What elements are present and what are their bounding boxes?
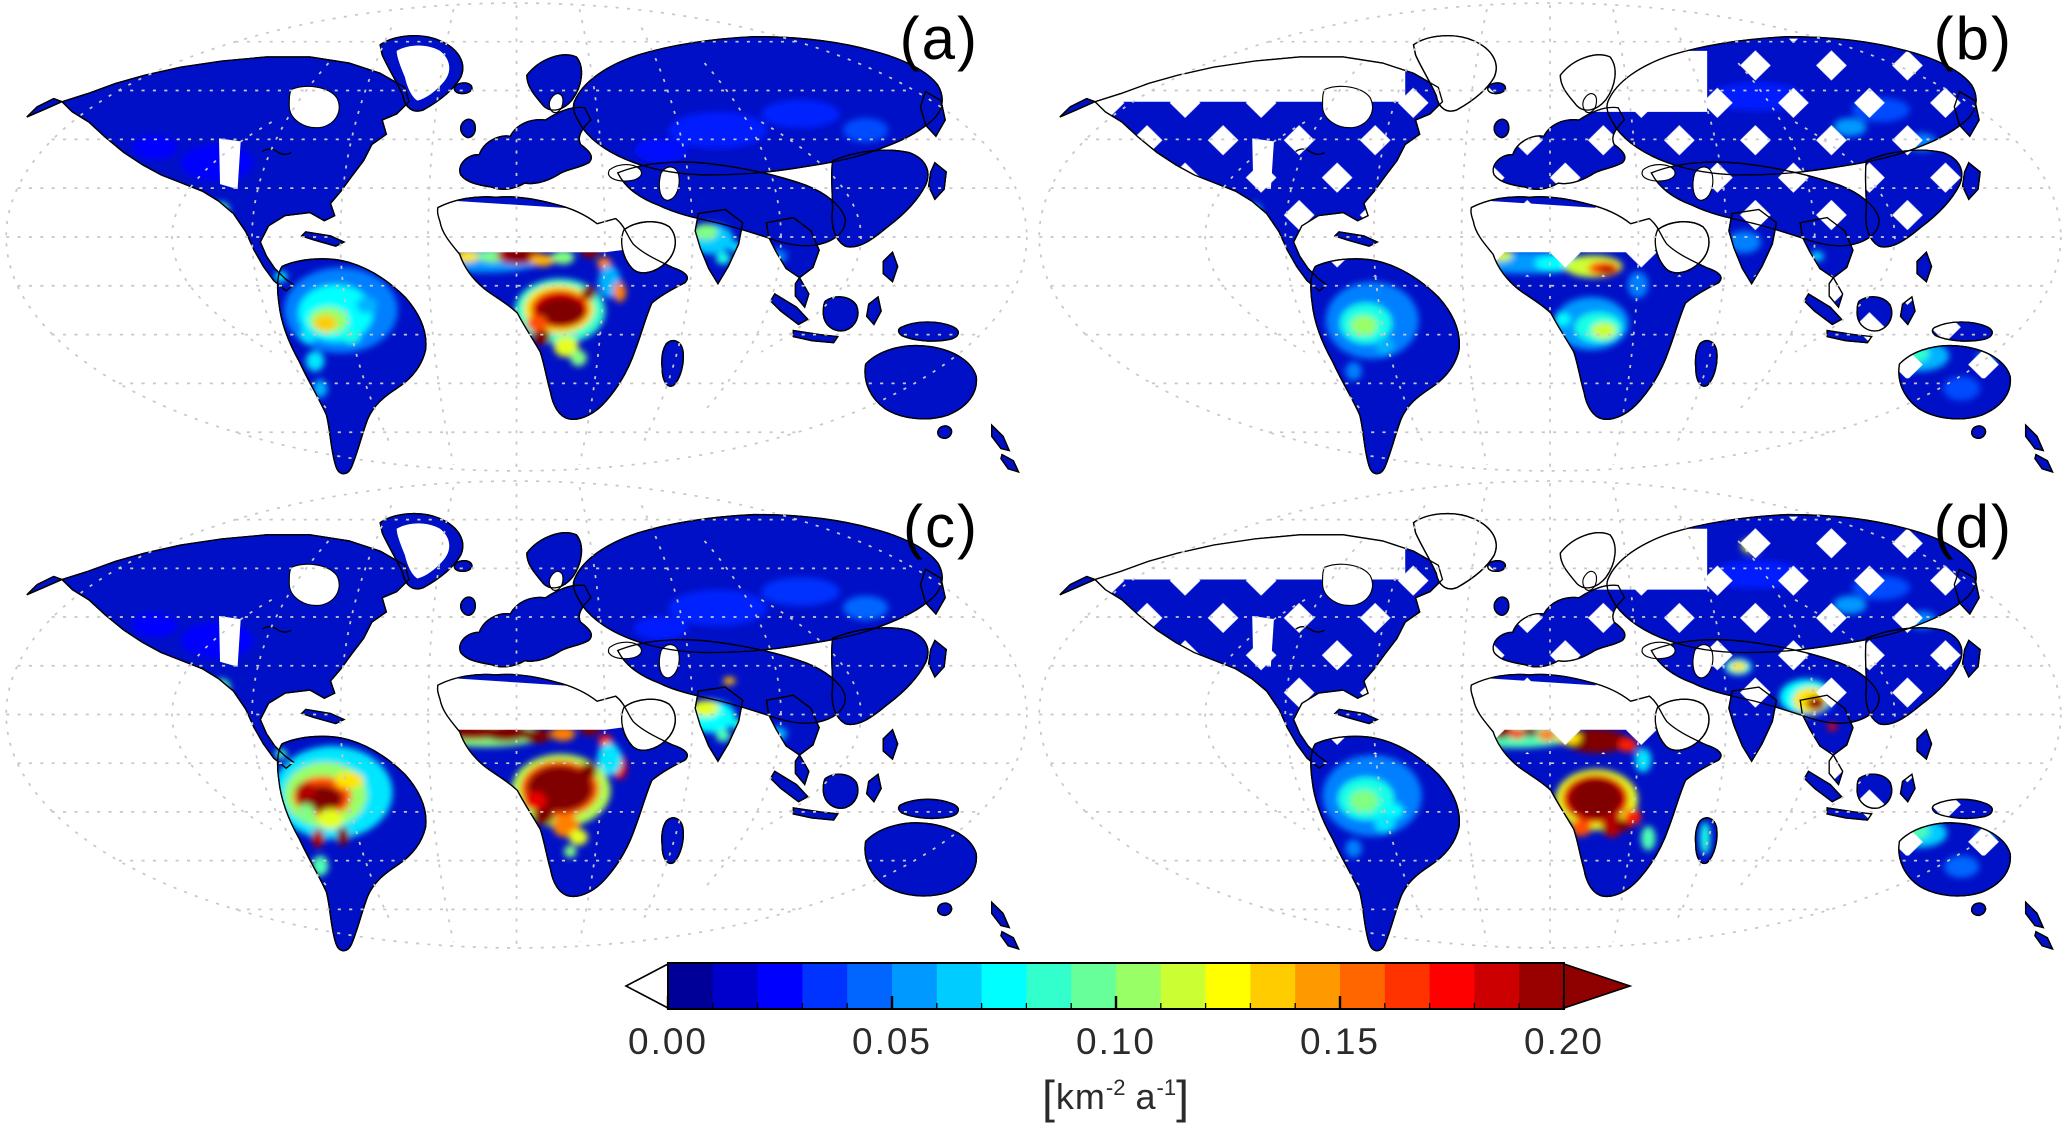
units-a: a — [1135, 1076, 1157, 1117]
panel-label-d: (d) — [1933, 493, 2013, 560]
world-map-c — [0, 478, 1033, 955]
colorbar — [622, 961, 1634, 1011]
colorbar-overflow-arrow — [1563, 962, 1633, 1010]
units-close-bracket: ] — [1176, 1071, 1190, 1123]
colorbar-tick-label-0: 0.00 — [627, 1021, 709, 1062]
map-panel-d: (d) — [1033, 478, 2067, 955]
map-panel-b: (b) — [1033, 0, 2067, 478]
world-map-a — [0, 0, 1033, 478]
panel-label-c: (c) — [903, 493, 979, 560]
colorbar-segments — [668, 963, 1565, 1009]
colorbar-underflow-arrow — [624, 962, 669, 1010]
map-panel-a: (a) — [0, 0, 1033, 478]
units-exp-minus1: -1 — [1156, 1075, 1177, 1100]
colorbar-units-label: [km-2 a-1] — [1042, 1070, 1190, 1124]
world-map-d — [1033, 478, 2067, 955]
map-panel-c: (c) — [0, 478, 1033, 955]
colorbar-tick-label-3: 0.15 — [1299, 1021, 1381, 1062]
units-exp-minus2: -2 — [1105, 1075, 1126, 1100]
colorbar-tick-label-1: 0.05 — [851, 1021, 933, 1062]
panel-grid: (a) (b) (c) (d) — [0, 0, 2067, 955]
colorbar-tick-label-4: 0.20 — [1523, 1021, 1605, 1062]
units-open-bracket: [ — [1042, 1071, 1056, 1123]
panel-label-a: (a) — [899, 5, 979, 72]
colorbar-tick-label-2: 0.10 — [1075, 1021, 1157, 1062]
units-km: km — [1055, 1076, 1106, 1117]
panel-label-b: (b) — [1933, 5, 2013, 72]
colorbar-svg — [624, 962, 1633, 1010]
world-map-b — [1033, 0, 2067, 478]
